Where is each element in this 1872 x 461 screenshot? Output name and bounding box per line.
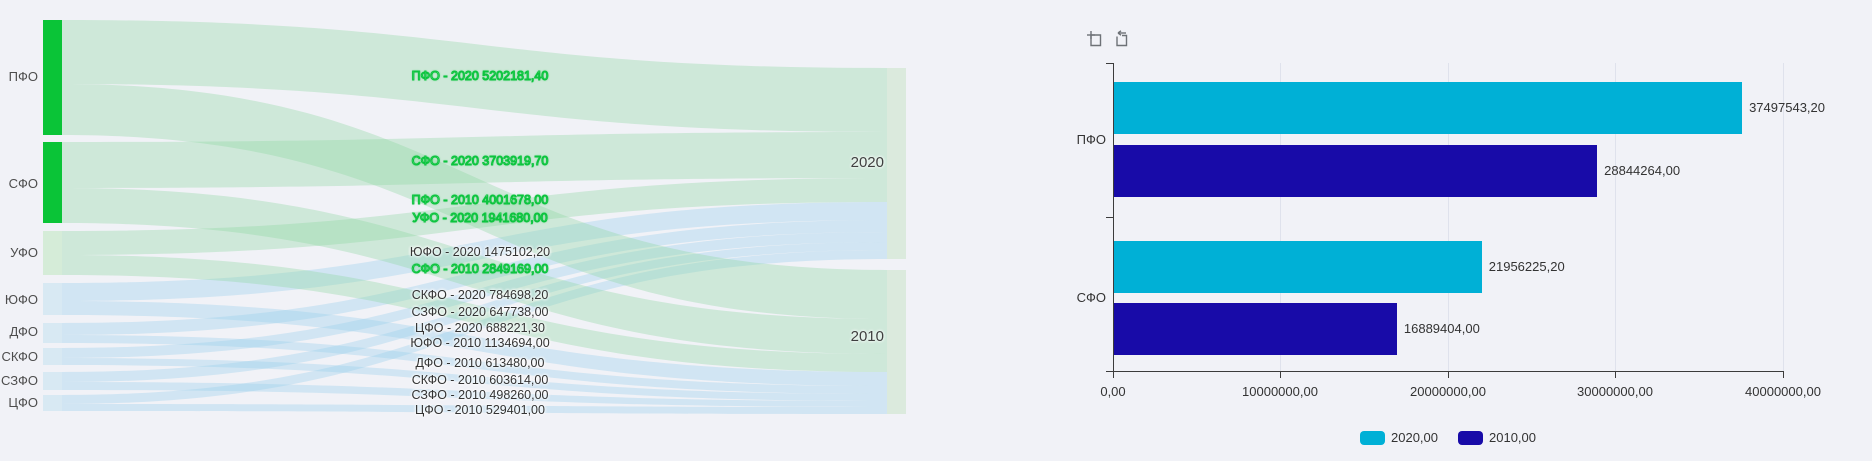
sankey-link-label: СФО - 2020 3703919,70 [411, 153, 549, 168]
legend-label-2010: 2010,00 [1489, 430, 1536, 445]
gridline [1783, 63, 1784, 371]
sankey-link-skfo-2020[interactable] [62, 232, 887, 358]
sankey-node-label-2020: 2020 [850, 154, 884, 171]
sankey-link-label: УФО - 2020 1941680,00 [412, 210, 548, 225]
sankey-link-label: ПФО - 2020 5202181,40 [411, 68, 549, 83]
x-axis-tick [1113, 371, 1114, 378]
sankey-node-label-skfo: СКФО [1, 349, 38, 364]
sankey-node-szfo[interactable] [43, 372, 62, 390]
bar-value-label: 28844264,00 [1604, 163, 1681, 178]
x-tick-label: 10000000,00 [1242, 384, 1318, 399]
y-axis-tick [1106, 217, 1113, 218]
legend-swatch-2010 [1458, 431, 1483, 445]
bar-pfo-2020[interactable] [1114, 82, 1743, 134]
legend: 2020,00 2010,00 [1113, 430, 1783, 446]
legend-label-2020: 2020,00 [1391, 430, 1438, 445]
x-axis-tick [1783, 371, 1784, 378]
sankey-link-label: СФО - 2010 2849169,00 [411, 261, 549, 276]
sankey-node-label-dfo: ДФО [9, 324, 38, 339]
bar-pfo-2010[interactable] [1114, 145, 1598, 197]
bar-value-label: 37497543,20 [1749, 100, 1825, 115]
sankey-node-label-cfo: ЦФО [8, 395, 38, 410]
x-tick-label: 40000000,00 [1745, 384, 1821, 399]
sankey-chart: ПФО СФО УФО ЮФО ДФО СКФО СЗФО ЦФО 2020 2… [0, 0, 930, 461]
gridline [1448, 63, 1449, 371]
sankey-link-yufo-2010[interactable] [62, 301, 887, 386]
x-tick-label: 30000000,00 [1577, 384, 1653, 399]
legend-item-2020[interactable]: 2020,00 [1360, 430, 1438, 446]
sankey-link-ufo-2020[interactable] [62, 178, 887, 255]
sankey-link-label: ЦФО - 2010 529401,00 [415, 403, 545, 417]
sankey-node-ufo[interactable] [43, 231, 62, 275]
sankey-node-label-szfo: СЗФО [1, 373, 38, 388]
sankey-link-szfo-2020[interactable] [62, 242, 887, 382]
box-zoom-icon[interactable] [1086, 30, 1103, 48]
legend-item-2010[interactable]: 2010,00 [1458, 430, 1536, 446]
x-tick-label: 20000000,00 [1410, 384, 1486, 399]
sankey-link-yufo-2020[interactable] [62, 202, 887, 301]
gridline [1615, 63, 1616, 371]
sankey-node-label-sfo: СФО [8, 176, 38, 191]
sankey-link-sfo-2020[interactable] [62, 132, 887, 188]
category-label-pfo: ПФО [1076, 132, 1106, 147]
sankey-link-label: ПФО - 2010 4001678,00 [411, 192, 549, 207]
sankey-link-label: СЗФО - 2020 647738,00 [411, 305, 549, 319]
y-axis-tick [1106, 371, 1113, 372]
bar-sfo-2010[interactable] [1114, 303, 1397, 355]
sankey-link-pfo-2020[interactable] [62, 20, 887, 132]
sankey-node-skfo[interactable] [43, 348, 62, 365]
sankey-link-label: ЮФО - 2020 1475102,20 [409, 245, 551, 259]
bar-value-label: 16889404,00 [1403, 321, 1480, 336]
sankey-node-pfo[interactable] [43, 20, 62, 135]
sankey-link-cfo-2010[interactable] [62, 404, 887, 414]
sankey-link-label: СЗФО - 2010 498260,00 [411, 388, 549, 402]
sankey-node-2010[interactable] [887, 270, 906, 414]
sankey-node-label-ufo: УФО [10, 245, 38, 260]
sankey-link-dfo-2010[interactable] [62, 335, 887, 394]
y-axis-tick [1106, 63, 1113, 64]
x-axis-tick [1280, 371, 1281, 378]
sankey-link-label: СКФО - 2010 603614,00 [411, 373, 549, 387]
sankey-link-pfo-2010[interactable] [62, 84, 887, 319]
sankey-link-ufo-2010[interactable] [62, 255, 887, 372]
sankey-node-cfo[interactable] [43, 395, 62, 411]
sankey-link-cfo-2020[interactable] [62, 250, 887, 404]
gridline [1280, 63, 1281, 371]
legend-swatch-2020 [1360, 431, 1385, 445]
sankey-node-label-pfo: ПФО [8, 69, 38, 84]
sankey-link-label: СКФО - 2020 784698,20 [411, 288, 549, 302]
sankey-link-szfo-2010[interactable] [62, 382, 887, 407]
y-axis-line [1113, 63, 1114, 371]
sankey-link-label: ЮФО - 2010 1134694,00 [410, 336, 550, 350]
sankey-link-skfo-2010[interactable] [62, 358, 887, 401]
sankey-link-dfo-2020[interactable] [62, 220, 887, 335]
sankey-link-label: ДФО - 2010 613480,00 [415, 356, 545, 370]
sankey-graphic [43, 20, 906, 414]
bar-value-label: 21956225,20 [1488, 259, 1565, 274]
x-tick-label: 0,00 [1100, 384, 1126, 399]
sankey-node-2020[interactable] [887, 68, 906, 259]
undo-zoom-icon[interactable] [1112, 30, 1129, 48]
sankey-node-dfo[interactable] [43, 323, 62, 343]
sankey-node-yufo[interactable] [43, 283, 62, 315]
sankey-node-label-2010: 2010 [850, 328, 884, 345]
x-axis-tick [1448, 371, 1449, 378]
sankey-link-sfo-2010[interactable] [62, 188, 887, 354]
sankey-node-label-yufo: ЮФО [4, 292, 38, 307]
bar-sfo-2020[interactable] [1114, 241, 1482, 293]
category-label-sfo: СФО [1076, 290, 1106, 305]
sankey-link-label: ЦФО - 2020 688221,30 [415, 321, 545, 335]
x-axis-tick [1615, 371, 1616, 378]
sankey-node-sfo[interactable] [43, 142, 62, 223]
